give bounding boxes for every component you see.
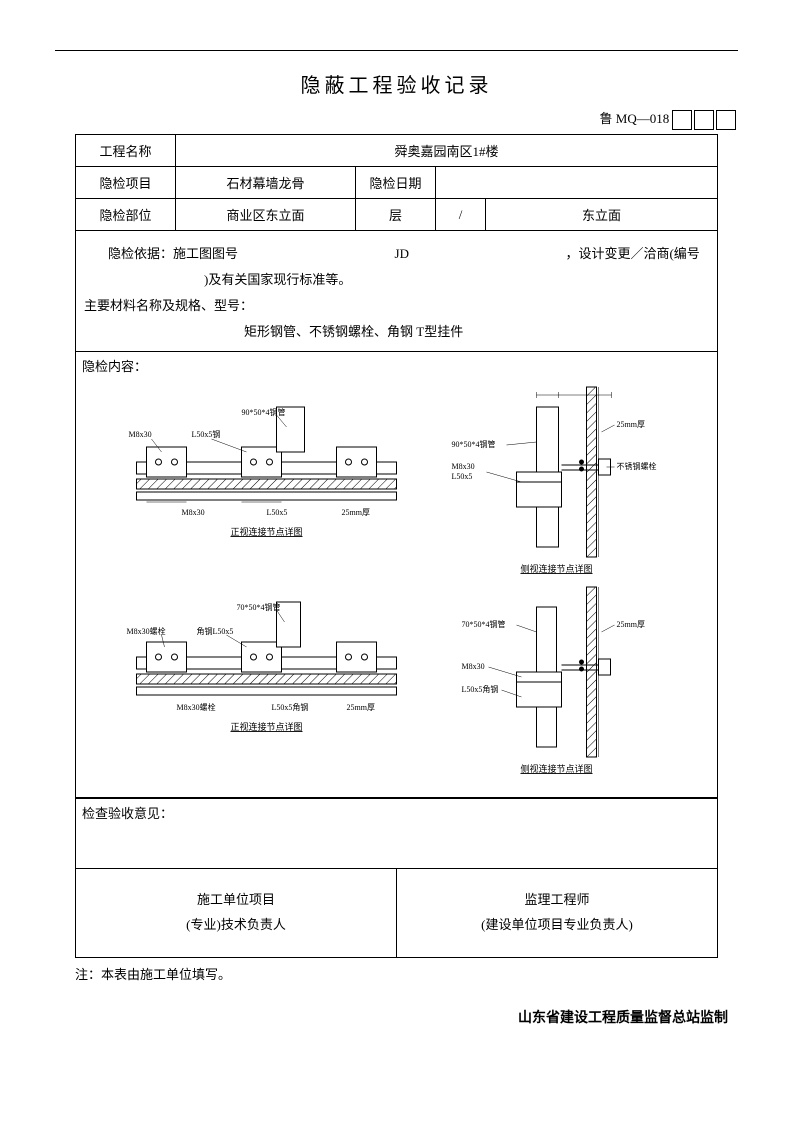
svg-text:90*50*4钢管: 90*50*4钢管 bbox=[242, 407, 286, 417]
opinion-block: 检查验收意见： bbox=[75, 798, 718, 868]
date-value bbox=[436, 167, 718, 199]
materials-value: 矩形钢管、不锈钢螺栓、角钢 T型挂件 bbox=[84, 319, 709, 345]
basis-block: 隐检依据：施工图图号 JD ，设计变更／洽商(编号 )及有关国家现行标准等。 主… bbox=[75, 231, 718, 352]
sign-right: 监理工程师 (建设单位项目专业负责人) bbox=[396, 869, 717, 957]
svg-text:25mm厚: 25mm厚 bbox=[617, 420, 645, 429]
doc-code-boxes bbox=[673, 110, 737, 130]
svg-text:L50x5: L50x5 bbox=[452, 472, 473, 481]
svg-text:M8x30螺栓: M8x30螺栓 bbox=[127, 626, 166, 636]
svg-text:不锈钢螺栓: 不锈钢螺栓 bbox=[617, 461, 657, 471]
svg-text:侧视连接节点详图: 侧视连接节点详图 bbox=[520, 763, 592, 774]
basis-1c: ，设计变更／洽商(编号 bbox=[565, 246, 699, 261]
item-value: 石材幕墙龙骨 bbox=[176, 167, 356, 199]
footer: 山东省建设工程质量监督总站监制 bbox=[55, 1007, 738, 1027]
svg-text:正视连接节点详图: 正视连接节点详图 bbox=[230, 721, 302, 732]
svg-text:正视连接节点详图: 正视连接节点详图 bbox=[230, 526, 302, 537]
svg-text:M8x30螺栓: M8x30螺栓 bbox=[177, 702, 216, 712]
form-wrap: 工程名称 舜奥嘉园南区1#楼 隐检项目 石材幕墙龙骨 隐检日期 隐检部位 商业区… bbox=[75, 134, 718, 958]
project-value: 舜奥嘉园南区1#楼 bbox=[176, 135, 718, 167]
materials-label: 主要材料名称及规格、型号： bbox=[84, 293, 709, 319]
svg-text:L50x5钢: L50x5钢 bbox=[192, 429, 221, 439]
diagram-top-left: M8x30 L50x5钢 90*50*4钢管 M8x30 L50x5 25mm厚… bbox=[129, 407, 397, 537]
sign-left-1: 施工单位项目 bbox=[197, 888, 275, 913]
diagram-bottom-right: 70*50*4钢管 M8x30 L50x5角钢 25mm厚 侧视连接节点详图 bbox=[462, 587, 645, 774]
note: 注：本表由施工单位填写。 bbox=[75, 964, 738, 983]
header-table: 工程名称 舜奥嘉园南区1#楼 隐检项目 石材幕墙龙骨 隐检日期 隐检部位 商业区… bbox=[75, 134, 718, 231]
svg-text:侧视连接节点详图: 侧视连接节点详图 bbox=[520, 563, 592, 574]
diagram-top-right: 90*50*4钢管 M8x30 L50x5 25mm厚 不锈钢螺栓 bbox=[452, 387, 657, 574]
doc-code-row: 鲁 MQ—018 bbox=[55, 108, 738, 130]
svg-text:25mm厚: 25mm厚 bbox=[347, 703, 375, 712]
sign-right-1: 监理工程师 bbox=[524, 888, 589, 913]
table-row: 隐检部位 商业区东立面 层 / 东立面 bbox=[76, 199, 718, 231]
floor-value: / bbox=[436, 199, 486, 231]
opinion-label: 检查验收意见： bbox=[82, 806, 173, 821]
svg-text:M8x30: M8x30 bbox=[129, 430, 152, 439]
svg-text:90*50*4钢管: 90*50*4钢管 bbox=[452, 439, 496, 449]
basis-line2: )及有关国家现行标准等。 bbox=[84, 267, 709, 293]
project-label: 工程名称 bbox=[76, 135, 176, 167]
svg-text:25mm厚: 25mm厚 bbox=[617, 620, 645, 629]
diagram-area: M8x30 L50x5钢 90*50*4钢管 M8x30 L50x5 25mm厚… bbox=[76, 377, 717, 797]
item-label: 隐检项目 bbox=[76, 167, 176, 199]
svg-text:角钢L50x5: 角钢L50x5 bbox=[197, 626, 234, 636]
code-box bbox=[672, 110, 692, 130]
svg-text:70*50*4钢管: 70*50*4钢管 bbox=[237, 602, 281, 612]
content-label: 隐检内容： bbox=[76, 352, 717, 377]
doc-code-prefix: 鲁 MQ—018 bbox=[600, 111, 670, 126]
table-row: 工程名称 舜奥嘉园南区1#楼 bbox=[76, 135, 718, 167]
date-label: 隐检日期 bbox=[356, 167, 436, 199]
code-box bbox=[694, 110, 714, 130]
part-value: 商业区东立面 bbox=[176, 199, 356, 231]
diagram-bottom-left: M8x30螺栓 角钢L50x5 70*50*4钢管 M8x30螺栓 L50x5角… bbox=[127, 602, 397, 732]
top-rule bbox=[55, 50, 738, 51]
table-row: 隐检项目 石材幕墙龙骨 隐检日期 bbox=[76, 167, 718, 199]
floor-label: 层 bbox=[356, 199, 436, 231]
sign-left-2: (专业)技术负责人 bbox=[186, 913, 286, 938]
basis-1a: 隐检依据：施工图图号 bbox=[108, 246, 238, 261]
svg-text:70*50*4钢管: 70*50*4钢管 bbox=[462, 619, 506, 629]
basis-1b: JD bbox=[395, 246, 409, 261]
svg-text:M8x30: M8x30 bbox=[452, 462, 475, 471]
svg-text:M8x30: M8x30 bbox=[462, 662, 485, 671]
svg-text:M8x30: M8x30 bbox=[182, 508, 205, 517]
facade-value: 东立面 bbox=[486, 199, 718, 231]
code-box bbox=[716, 110, 736, 130]
svg-text:25mm厚: 25mm厚 bbox=[342, 508, 370, 517]
page-title: 隐蔽工程验收记录 bbox=[55, 69, 738, 98]
content-block: 隐检内容： bbox=[75, 352, 718, 798]
svg-text:L50x5角钢: L50x5角钢 bbox=[462, 684, 499, 694]
basis-line1: 隐检依据：施工图图号 JD ，设计变更／洽商(编号 bbox=[84, 241, 709, 267]
sign-left: 施工单位项目 (专业)技术负责人 bbox=[76, 869, 396, 957]
part-label: 隐检部位 bbox=[76, 199, 176, 231]
diagram-svg: M8x30 L50x5钢 90*50*4钢管 M8x30 L50x5 25mm厚… bbox=[76, 377, 717, 797]
svg-text:L50x5角钢: L50x5角钢 bbox=[272, 702, 309, 712]
signature-block: 施工单位项目 (专业)技术负责人 监理工程师 (建设单位项目专业负责人) bbox=[75, 868, 718, 958]
svg-text:L50x5: L50x5 bbox=[267, 508, 288, 517]
sign-right-2: (建设单位项目专业负责人) bbox=[481, 913, 633, 938]
